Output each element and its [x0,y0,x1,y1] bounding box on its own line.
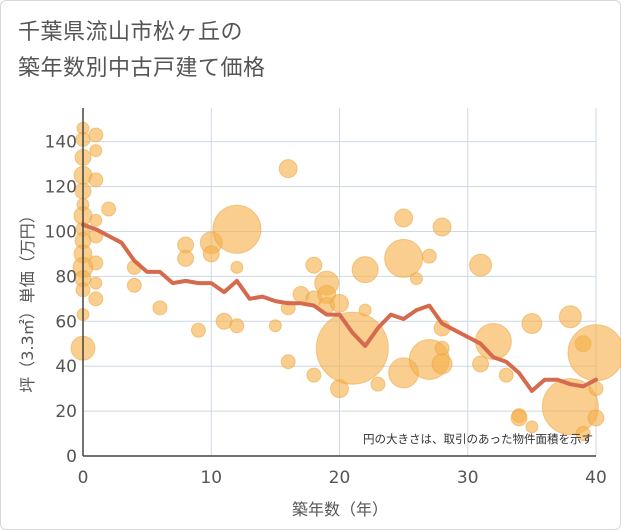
bubble-point-57 [421,248,437,264]
bubble-point-63 [469,253,493,277]
y-tick-label-60: 60 [55,312,77,332]
y-tick-label-80: 80 [55,267,77,287]
bubble-point-72 [541,378,599,436]
bubble-point-69 [521,313,543,335]
average-line-series [81,222,598,393]
bubble-point-52 [370,376,386,392]
chart-title-line-1: 千葉県流山市松ヶ丘の [18,20,244,45]
bubble-point-34 [230,260,244,274]
bubble-point-75 [567,324,621,382]
bubble-point-29 [190,322,206,338]
bubble-point-50 [351,256,379,284]
bubble-point-71 [558,305,582,329]
bubble-point-59 [432,217,452,237]
grid-lines [83,108,597,456]
bubble-point-23 [101,201,117,217]
bubble-point-54 [384,238,424,278]
bubble-point-64 [472,355,490,373]
bubble-point-33 [212,204,262,254]
bubble-point-15 [88,127,104,143]
chart-title-line-2: 築年数別中古戸建て価格 [18,56,266,81]
bubble-point-17 [88,172,104,188]
bubble-point-74 [575,426,591,442]
bubble-point-21 [89,276,103,290]
bubble-point-65 [474,322,512,360]
bubble-point-61 [434,340,450,356]
bubble-point-62 [431,353,453,375]
bubble-point-26 [152,300,168,316]
y-tick-label-40: 40 [55,357,77,377]
y-tick-label-120: 120 [45,178,77,198]
bubble-point-36 [268,319,282,333]
bubble-point-37 [278,159,298,179]
x-axis-title: 築年数（年） [292,500,388,519]
x-tick-label-0: 0 [78,468,89,488]
bubble-point-28 [177,249,195,267]
y-tick-label-20: 20 [55,402,77,422]
axes: 0 20 40 60 80 100 120 140 0 10 20 30 40 [45,108,607,488]
x-tick-label-10: 10 [200,468,222,488]
bubble-point-18 [89,213,103,227]
bubble-size-note: 円の大きさは、取引のあった物件面積を示す [363,432,593,446]
y-axis-title: 坪（3.3㎡）単価（万円） [18,207,37,392]
bubble-point-66 [498,367,514,383]
bubble-point-77 [587,409,605,427]
bubble-point-68 [510,409,528,427]
average-price-line [81,222,598,393]
x-tick-label-40: 40 [585,468,607,488]
bubble-point-35 [229,318,245,334]
bubble-point-20 [88,255,104,271]
x-tick-label-20: 20 [329,468,351,488]
bubble-point-47 [330,293,349,313]
bubble-series [70,121,621,442]
bubble-point-39 [280,354,296,370]
y-tick-label-100: 100 [45,222,77,242]
y-tick-label-0: 0 [66,447,77,467]
bubble-point-70 [525,420,539,434]
bubble-point-53 [394,208,414,228]
bubble-point-25 [126,277,142,293]
bubble-point-16 [89,144,103,158]
bubble-point-51 [358,303,372,317]
bubble-point-41 [305,256,323,274]
chart-title: 千葉県流山市松ヶ丘の 築年数別中古戸建て価格 [18,15,266,87]
bubble-point-31 [202,245,220,263]
bubble-point-22 [88,291,104,307]
bubble-point-43 [306,367,322,383]
bubble-point-49 [315,311,389,385]
x-tick-label-30: 30 [457,468,479,488]
y-tick-label-140: 140 [45,133,77,153]
bubble-point-56 [409,272,423,286]
